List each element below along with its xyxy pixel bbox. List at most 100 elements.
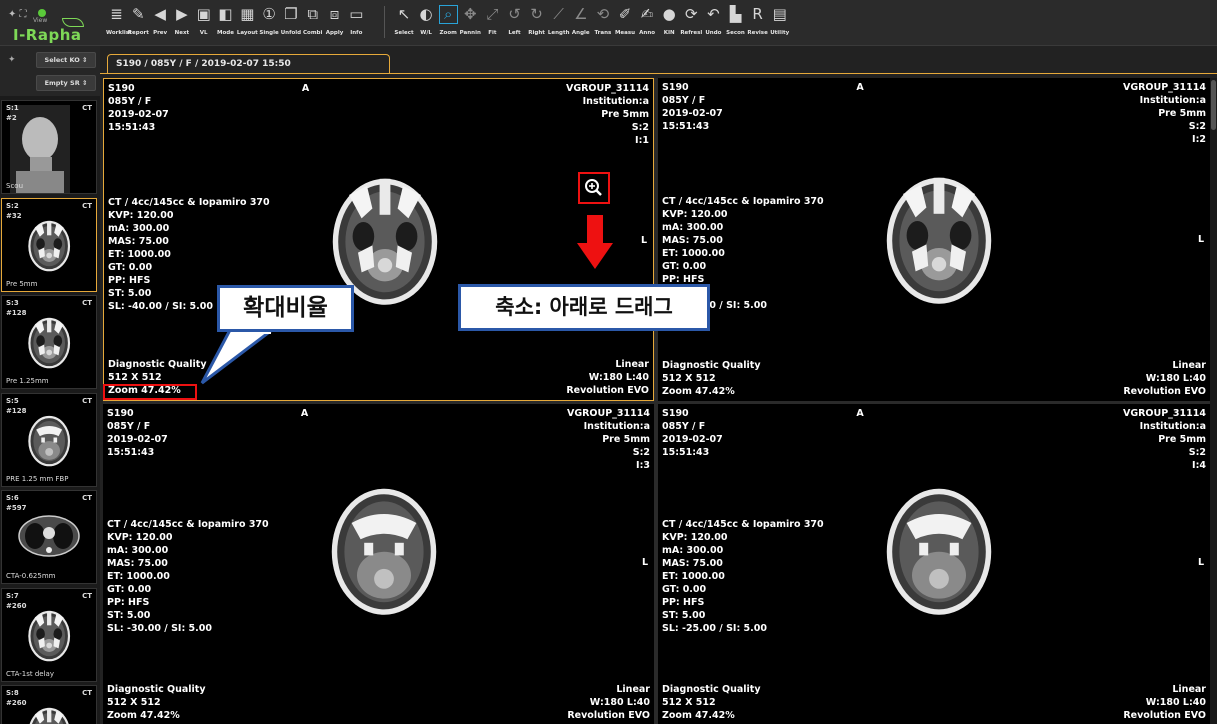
trans-button[interactable]: ⟲ Trans xyxy=(592,6,614,42)
select-ko-dropdown[interactable]: Select KO ⇕ xyxy=(36,52,96,68)
anno-button[interactable]: ✍ Anno xyxy=(636,6,658,42)
series-number: S:2 xyxy=(6,201,19,210)
combi-button[interactable]: ⧉ Combi xyxy=(302,6,323,42)
left-icon: ↺ xyxy=(508,5,521,23)
ct-slice-image xyxy=(886,177,992,304)
single-button[interactable]: ① Single xyxy=(259,6,280,42)
apply-button[interactable]: ⧈ Apply xyxy=(324,6,345,42)
zoom-cursor-highlight xyxy=(578,172,610,204)
report-button[interactable]: ✎ Report xyxy=(128,6,149,42)
series-image-count: #128 xyxy=(6,309,27,317)
unfold-button[interactable]: ❐ Unfold xyxy=(280,6,301,42)
scrollbar-thumb[interactable] xyxy=(1211,80,1216,130)
length-button[interactable]: ⟋ Length xyxy=(548,6,570,42)
second-button[interactable]: ▙ Secon xyxy=(725,6,747,42)
ct-slice-image xyxy=(332,178,437,305)
fit-button[interactable]: ⤢ Fit xyxy=(481,6,503,42)
series-thumbnail[interactable]: S:1 #2 CT Scou xyxy=(1,100,97,194)
prev-button[interactable]: ◀ Prev xyxy=(150,6,171,42)
callout-pointer xyxy=(200,330,275,385)
empty-sr-dropdown[interactable]: Empty SR ⇕ xyxy=(36,75,96,91)
series-description: Pre 1.25mm xyxy=(6,377,49,385)
apply-label: Apply xyxy=(325,30,344,36)
ct-slice-image xyxy=(18,515,80,557)
zoom-icon: ⌕ xyxy=(438,5,458,24)
viewport-1[interactable]: S190 085Y / F 2019-02-07 15:51:43 A VGROUP… xyxy=(103,78,654,401)
wl-button[interactable]: ◐ W/L xyxy=(415,6,437,42)
series-thumbnail[interactable]: S:7 #260 CT CTA-1st delay xyxy=(1,587,97,682)
pin-icon[interactable]: ✦ ⛶ xyxy=(8,9,27,20)
select-icon: ↖ xyxy=(397,5,411,23)
wl-label: W/L xyxy=(420,30,432,36)
viewport-4[interactable]: S190 085Y / F 2019-02-07 15:51:43 A VGROUP… xyxy=(658,404,1210,724)
panning-icon: ✥ xyxy=(464,5,477,23)
series-thumbnail[interactable]: S:3 #128 CT Pre 1.25mm xyxy=(1,295,97,389)
angle-button[interactable]: ∠ Angle xyxy=(570,6,592,42)
series-info-overlay: VGROUP_31114 Institution:a Pre 5mm S:2 I… xyxy=(1122,82,1206,145)
mode-button[interactable]: ◧ Mode xyxy=(215,6,236,42)
series-description: CTA-0.625mm xyxy=(6,572,56,580)
orientation-right-label: L xyxy=(641,557,648,568)
fit-icon: ⤢ xyxy=(486,5,499,23)
revise-icon: R xyxy=(752,5,763,23)
apply-icon: ⧈ xyxy=(329,5,340,23)
series-description: CTA-1st delay xyxy=(6,669,54,678)
acquisition-params-overlay: CT / 4cc/145cc & Iopamiro 370 KVP: 120.0… xyxy=(108,197,270,312)
info-button[interactable]: ▭ Info xyxy=(346,6,367,42)
series-thumbnail[interactable]: S:5 #128 CT PRE 1.25 mm FBP xyxy=(1,392,97,487)
worklist-button[interactable]: ≣ Worklist xyxy=(106,6,132,42)
kin-button[interactable]: ● KIN xyxy=(658,6,680,42)
utility-button[interactable]: ▤ Utility xyxy=(769,6,791,42)
study-tab[interactable]: S190 / 085Y / F / 2019-02-07 15:50 xyxy=(107,54,390,74)
series-number: S:3 xyxy=(6,299,19,307)
refresh-button[interactable]: ⟳ Refresl xyxy=(680,6,702,42)
layout-icon: ▦ xyxy=(240,5,255,23)
undo-icon: ↶ xyxy=(707,5,720,23)
prev-icon: ◀ xyxy=(154,5,166,23)
series-modality: CT xyxy=(82,201,92,210)
left-button[interactable]: ↺ Left xyxy=(504,6,526,42)
image-scrollbar[interactable] xyxy=(1210,78,1217,724)
patient-info-overlay: S190 085Y / F 2019-02-07 15:51:43 xyxy=(108,83,169,133)
series-info-overlay: VGROUP_31114 Institution:a Pre 5mm S:2 I… xyxy=(565,83,649,146)
combi-icon: ⧉ xyxy=(307,5,319,23)
ct-slice-image xyxy=(28,415,71,466)
zoom-out-callout: 축소: 아래로 드래그 xyxy=(458,284,710,331)
image-quality-overlay: Diagnostic Quality 512 X 512 Zoom 47.42% xyxy=(108,359,207,396)
layout-button[interactable]: ▦ Layout xyxy=(237,6,258,42)
series-thumbnail[interactable]: S:8 #260 CT xyxy=(1,685,97,724)
pin-icon[interactable]: ✦ xyxy=(8,55,16,65)
patient-info-overlay: S190 085Y / F 2019-02-07 15:51:43 xyxy=(662,82,723,132)
ct-slice-image xyxy=(331,488,436,615)
undo-button[interactable]: ↶ Undo xyxy=(702,6,724,42)
right-icon: ↻ xyxy=(530,5,543,23)
window-level-overlay: Linear W:180 L:40 Revolution EVO xyxy=(567,684,650,721)
acquisition-params-overlay: CT / 4cc/145cc & Iopamiro 370 KVP: 120.0… xyxy=(662,519,824,634)
patient-info-overlay: S190 085Y / F 2019-02-07 15:51:43 xyxy=(107,408,168,458)
unfold-label: Unfold xyxy=(280,30,302,36)
filter-panel: ✦ Select KO ⇕ Empty SR ⇕ xyxy=(0,46,100,96)
series-description: Scou xyxy=(6,182,24,190)
info-icon: ▭ xyxy=(349,5,364,23)
series-info-overlay: VGROUP_31114 Institution:a Pre 5mm S:2 I… xyxy=(1122,408,1206,471)
angle-icon: ∠ xyxy=(574,5,588,23)
next-button[interactable]: ▶ Next xyxy=(171,6,192,42)
viewport-3[interactable]: S190 085Y / F 2019-02-07 15:51:43 A VGROUP… xyxy=(103,404,654,724)
vl-button[interactable]: ▣ VL xyxy=(193,6,214,42)
panning-button[interactable]: ✥ Pannin xyxy=(459,6,481,42)
series-thumbnail[interactable]: S:2 #32 CT Pre 5mm xyxy=(1,197,97,292)
revise-button[interactable]: R Revise xyxy=(747,6,769,42)
status-dot-icon xyxy=(38,9,46,17)
viewport-2[interactable]: S190 085Y / F 2019-02-07 15:51:43 A VGROUP… xyxy=(658,78,1210,401)
series-number: S:5 xyxy=(6,396,19,405)
acquisition-params-overlay: CT / 4cc/145cc & Iopamiro 370 KVP: 120.0… xyxy=(107,519,269,634)
series-image-count: #32 xyxy=(6,211,22,220)
select-label: Select xyxy=(394,30,414,36)
series-image-count: #2 xyxy=(6,114,17,122)
anno-label: Anno xyxy=(639,30,656,36)
right-button[interactable]: ↻ Right xyxy=(526,6,548,42)
zoom-button[interactable]: ⌕ Zoom xyxy=(437,5,459,42)
measure-button[interactable]: ✐ Measu xyxy=(614,6,636,42)
select-button[interactable]: ↖ Select xyxy=(393,6,415,42)
series-thumbnail[interactable]: S:6 #597 CT CTA-0.625mm xyxy=(1,490,97,584)
